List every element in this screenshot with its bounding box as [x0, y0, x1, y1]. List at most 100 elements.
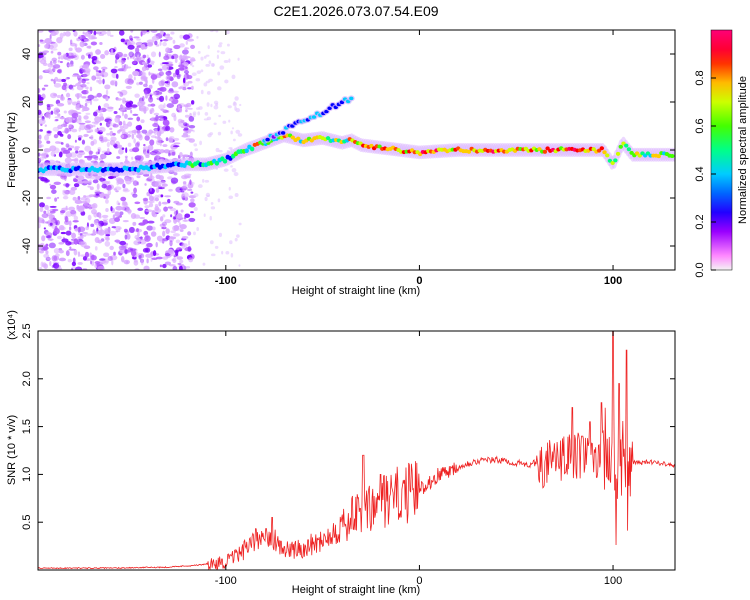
noise-mark: [70, 209, 77, 215]
noise-mark: [128, 51, 134, 58]
noise-mark: [147, 57, 151, 64]
noise-mark: [56, 103, 65, 107]
noise-mark: [122, 99, 126, 104]
noise-mark: [60, 123, 68, 127]
noise-mark: [161, 64, 170, 71]
noise-mark: [93, 219, 99, 226]
noise-mark: [52, 126, 60, 132]
noise-mark: [161, 221, 167, 226]
noise-mark: [43, 263, 48, 269]
noise-mark: [137, 155, 144, 162]
noise-mark: [230, 130, 233, 135]
noise-mark: [121, 147, 125, 150]
noise-mark: [81, 78, 86, 84]
noise-mark: [72, 257, 76, 264]
noise-mark: [49, 260, 52, 267]
noise-mark: [84, 31, 91, 37]
noise-mark: [111, 259, 114, 266]
noise-mark: [191, 181, 195, 185]
noise-mark: [134, 201, 141, 205]
noise-mark: [115, 205, 123, 211]
noise-mark: [38, 75, 43, 80]
noise-mark: [165, 47, 171, 54]
noise-mark: [38, 44, 41, 47]
noise-mark: [67, 55, 75, 59]
noise-mark: [81, 69, 86, 73]
noise-mark: [158, 71, 164, 77]
noise-mark: [118, 148, 124, 155]
noise-mark: [152, 250, 157, 257]
noise-mark: [130, 109, 133, 114]
noise-mark: [205, 54, 210, 57]
snr-y-tick-label: 1.5: [21, 419, 33, 434]
noise-mark: [121, 64, 125, 72]
noise-mark: [86, 130, 92, 133]
noise-mark: [162, 119, 170, 126]
noise-mark: [175, 239, 181, 244]
noise-mark: [120, 38, 125, 43]
noise-mark: [75, 150, 79, 154]
snr-y-tick-label: 0.5: [21, 515, 33, 530]
noise-mark: [183, 122, 188, 127]
spectrogram-y-tick-label: 20: [21, 96, 33, 108]
ridge-mark: [591, 147, 596, 152]
noise-mark: [39, 129, 43, 132]
noise-mark: [173, 44, 181, 50]
noise-mark: [125, 42, 128, 45]
noise-mark: [172, 265, 178, 270]
noise-mark: [185, 109, 188, 113]
ridge-mark: [656, 154, 661, 159]
noise-mark: [159, 240, 165, 243]
noise-mark: [109, 230, 117, 236]
noise-mark: [141, 129, 148, 134]
noise-mark: [60, 231, 66, 235]
noise-mark: [49, 184, 57, 190]
noise-mark: [52, 208, 59, 212]
noise-mark: [74, 199, 82, 205]
noise-mark: [196, 36, 199, 39]
noise-mark: [90, 134, 94, 141]
noise-mark: [86, 45, 91, 49]
noise-mark: [138, 222, 146, 226]
noise-mark: [160, 39, 163, 42]
noise-mark: [50, 151, 56, 157]
noise-mark: [203, 82, 208, 87]
noise-mark: [38, 217, 45, 224]
noise-mark: [114, 217, 121, 223]
noise-mark: [106, 132, 111, 136]
noise-mark: [119, 105, 126, 112]
noise-mark: [234, 237, 238, 242]
noise-mark: [100, 222, 108, 226]
noise-mark: [109, 52, 116, 56]
noise-mark: [179, 259, 184, 264]
noise-mark: [138, 105, 147, 112]
noise-mark: [126, 233, 131, 240]
noise-mark: [165, 70, 172, 76]
noise-mark: [133, 36, 140, 39]
noise-mark: [77, 36, 81, 39]
noise-mark: [140, 119, 145, 124]
noise-mark: [58, 224, 65, 231]
noise-mark: [102, 136, 108, 143]
noise-mark: [54, 197, 58, 202]
noise-mark: [202, 262, 206, 266]
noise-mark: [73, 30, 78, 37]
noise-mark: [50, 110, 54, 115]
noise-mark: [144, 135, 150, 141]
noise-mark: [208, 60, 212, 65]
noise-mark: [46, 105, 51, 111]
noise-mark: [236, 234, 240, 238]
noise-mark: [140, 74, 147, 82]
noise-mark: [135, 124, 143, 131]
noise-mark: [56, 196, 60, 199]
noise-mark: [168, 235, 174, 243]
noise-mark: [178, 265, 183, 270]
noise-mark: [158, 186, 165, 190]
noise-mark: [40, 177, 48, 182]
noise-mark: [58, 56, 61, 60]
noise-mark: [107, 121, 111, 125]
noise-mark: [109, 175, 117, 179]
noise-mark: [179, 34, 184, 39]
noise-mark: [82, 231, 89, 235]
noise-mark: [93, 111, 98, 117]
